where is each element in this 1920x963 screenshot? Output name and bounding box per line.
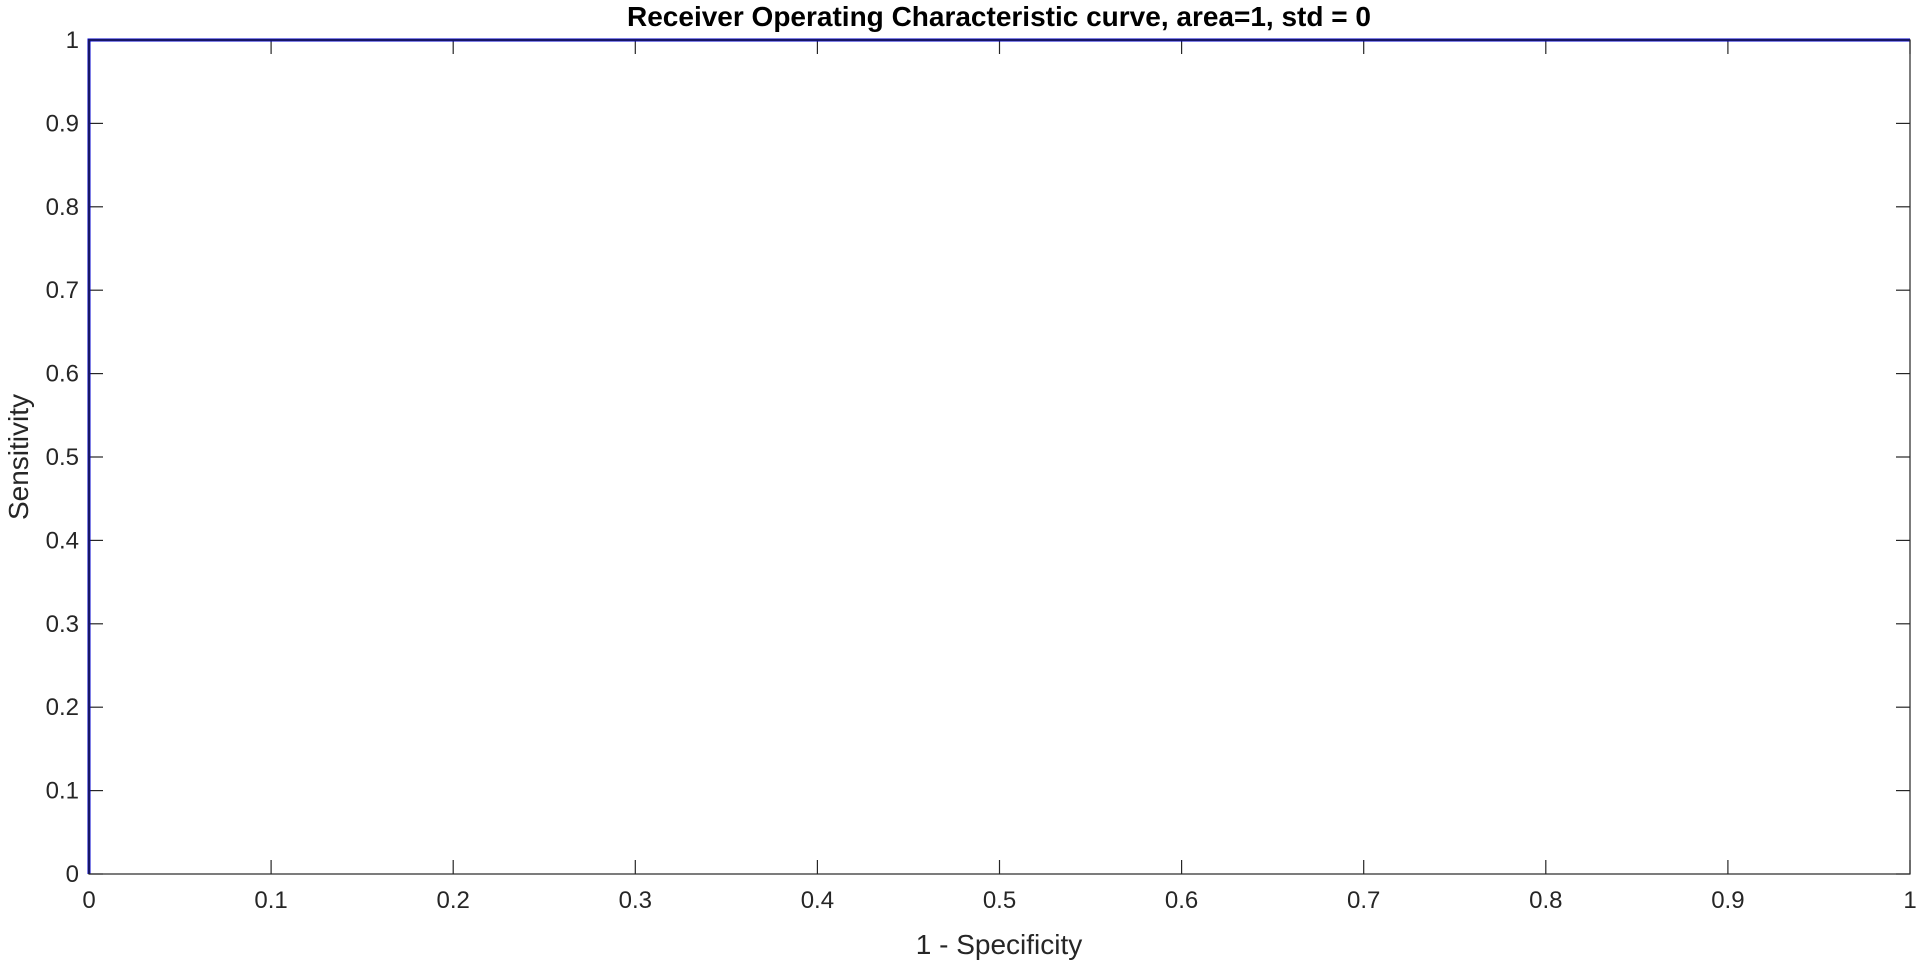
x-tick-label: 0.4 <box>801 887 834 914</box>
x-tick-label: 0.5 <box>983 887 1016 914</box>
y-tick-label: 0.3 <box>46 611 79 638</box>
x-tick-label: 0.9 <box>1711 887 1744 914</box>
y-tick-label: 0.6 <box>46 361 79 388</box>
axis-ticks: 0 0.1 0.2 0.3 0.4 0.5 0.6 0.7 0.8 0.9 1 0 0.1 0.2 0.3 0… <box>46 27 1917 914</box>
x-tick-label: 0.6 <box>1165 887 1198 914</box>
y-tick-label: 0 <box>66 861 79 888</box>
x-tick-label: 0.3 <box>619 887 652 914</box>
y-tick-label: 0.8 <box>46 194 79 221</box>
x-tick-label: 1 <box>1903 887 1916 914</box>
y-tick-label: 0.7 <box>46 277 79 304</box>
x-tick-label: 0 <box>82 887 95 914</box>
y-tick-label: 0.4 <box>46 527 79 554</box>
x-tick-label: 0.8 <box>1529 887 1562 914</box>
x-axis-label: 1 - Specificity <box>916 929 1083 960</box>
chart-title: Receiver Operating Characteristic curve,… <box>627 1 1371 32</box>
y-tick-label: 0.2 <box>46 694 79 721</box>
x-tick-label: 0.1 <box>254 887 287 914</box>
axes-box <box>88 39 1911 875</box>
y-tick-label: 0.9 <box>46 110 79 137</box>
y-tick-label: 1 <box>66 27 79 54</box>
y-tick-label: 0.1 <box>46 778 79 805</box>
plot-area <box>89 40 1910 874</box>
y-tick-label: 0.5 <box>46 444 79 471</box>
x-tick-label: 0.7 <box>1347 887 1380 914</box>
y-axis-label: Sensitivity <box>3 394 34 520</box>
x-tick-label: 0.2 <box>437 887 470 914</box>
